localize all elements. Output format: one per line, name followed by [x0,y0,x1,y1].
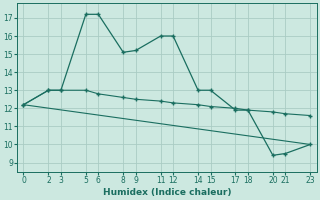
X-axis label: Humidex (Indice chaleur): Humidex (Indice chaleur) [103,188,231,197]
